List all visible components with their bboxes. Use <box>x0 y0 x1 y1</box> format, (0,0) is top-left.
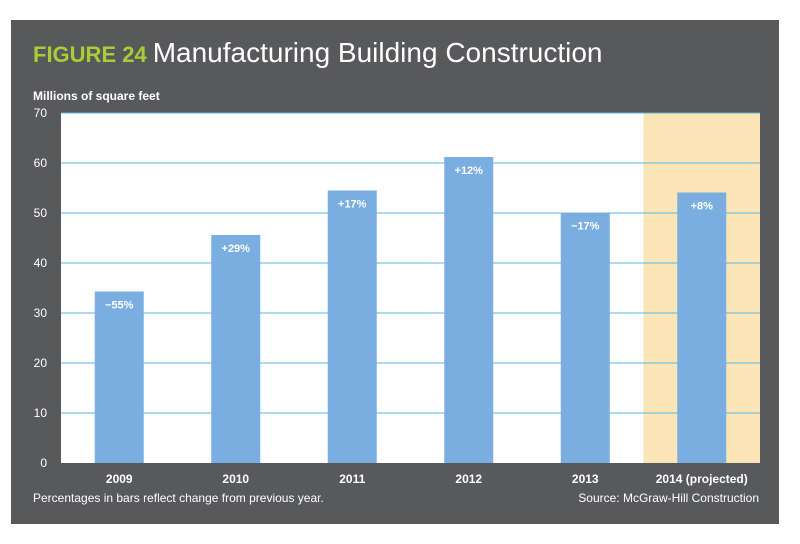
figure-name: Manufacturing Building Construction <box>152 37 603 68</box>
x-tick-label: 2014 (projected) <box>656 472 748 486</box>
y-axis-unit-label: Millions of square feet <box>33 89 160 103</box>
figure-label: FIGURE 24 <box>33 42 147 67</box>
x-tick-label: 2010 <box>222 472 249 486</box>
y-tick-label: 10 <box>34 406 48 420</box>
x-tick-label: 2013 <box>572 472 599 486</box>
chart-footnote: Percentages in bars reflect change from … <box>33 491 324 505</box>
bar-2009 <box>94 291 144 463</box>
y-tick-label: 50 <box>34 206 48 220</box>
bar-change-label: −55% <box>105 300 134 312</box>
bar-2011 <box>327 190 377 463</box>
figure-title: FIGURE 24 Manufacturing Building Construc… <box>33 39 603 67</box>
y-tick-label: 40 <box>34 256 48 270</box>
bar-2013 <box>560 212 610 463</box>
y-tick-label: 0 <box>40 456 47 470</box>
bar-chart: −55%+29%+17%+12%−17%+8% 010203040506070 … <box>34 106 760 486</box>
bar-change-label: +29% <box>222 243 251 255</box>
bar-change-label: +17% <box>338 199 367 211</box>
y-tick-label: 20 <box>34 356 48 370</box>
bar-2010 <box>211 235 261 463</box>
chart-panel: FIGURE 24 Manufacturing Building Construc… <box>11 20 779 524</box>
y-tick-label: 30 <box>34 306 48 320</box>
x-tick-label: 2012 <box>455 472 482 486</box>
y-tick-label: 60 <box>34 156 48 170</box>
bar-change-label: +12% <box>455 165 484 177</box>
bar-2012 <box>444 157 494 463</box>
chart-source: Source: McGraw-Hill Construction <box>578 491 759 505</box>
bar-change-label: −17% <box>571 221 600 233</box>
y-tick-label: 70 <box>34 106 48 120</box>
x-tick-label: 2009 <box>106 472 133 486</box>
x-tick-label: 2011 <box>339 472 365 486</box>
bar-2014 <box>677 192 727 463</box>
bar-change-label: +8% <box>691 201 714 213</box>
